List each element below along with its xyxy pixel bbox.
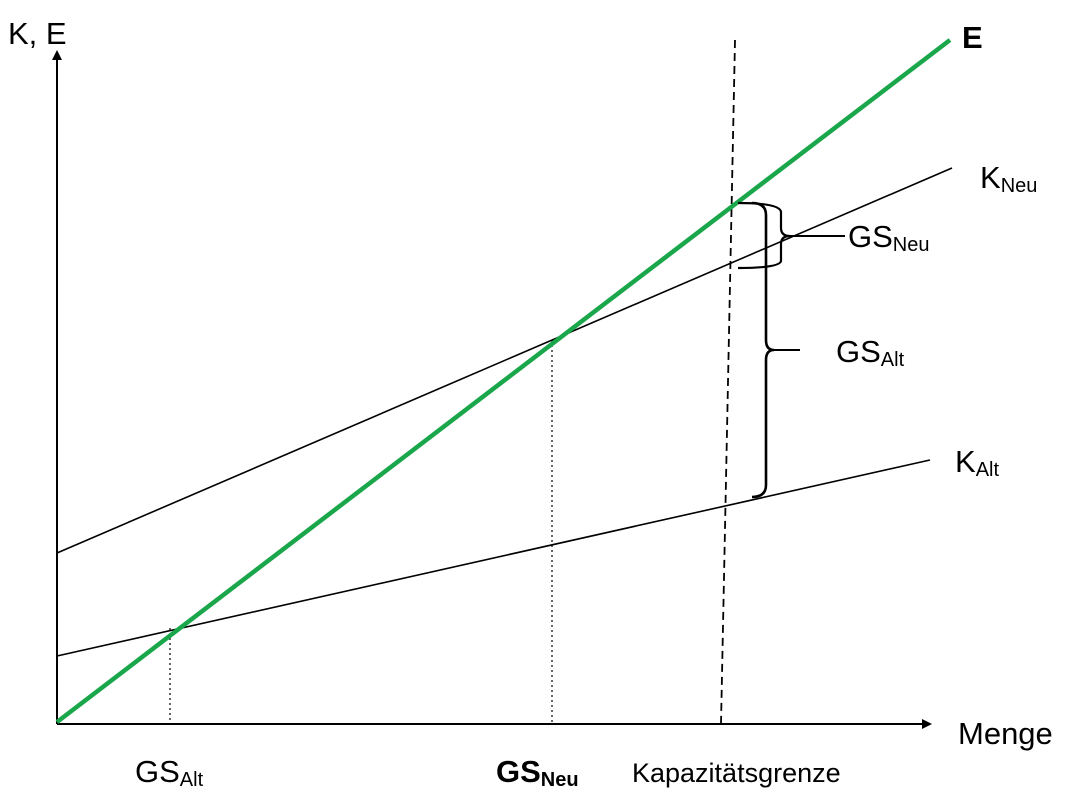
- capacity-limit-line: [720, 39, 736, 725]
- k-alt-label-main: K: [955, 444, 976, 479]
- k-neu-label-sub: Neu: [1001, 175, 1038, 197]
- y-axis-label: K, E: [8, 16, 67, 51]
- x-tick-gs-neu-main: GS: [496, 754, 541, 789]
- e-line-label: E: [962, 20, 983, 55]
- x-tick-capacity: Kapazitätsgrenze: [632, 758, 841, 788]
- x-tick-gs-neu: GSNeu: [496, 754, 579, 791]
- k-alt-line: [56, 459, 931, 657]
- k-alt-label: KAlt: [955, 444, 999, 481]
- gs-neu-brace-label-sub: Neu: [893, 234, 930, 256]
- k-neu-line: [56, 167, 953, 554]
- gs-alt-brace: [751, 201, 775, 499]
- x-axis-label: Menge: [958, 716, 1053, 751]
- x-tick-gs-alt-sub: Alt: [180, 769, 204, 791]
- gs-neu-brace-label-main: GS: [848, 219, 893, 254]
- e-line: [55, 38, 952, 724]
- gs-neu-brace: [737, 201, 791, 270]
- gs-neu-brace-label: GSNeu: [848, 219, 930, 256]
- x-tick-gs-alt-main: GS: [135, 754, 180, 789]
- gs-alt-brace-label: GSAlt: [836, 334, 905, 371]
- k-neu-label: KNeu: [980, 160, 1037, 197]
- x-tick-gs-alt: GSAlt: [135, 754, 204, 791]
- k-neu-label-main: K: [980, 160, 1001, 195]
- x-tick-gs-neu-sub: Neu: [541, 769, 579, 791]
- k-alt-label-sub: Alt: [976, 459, 1000, 481]
- gs-alt-brace-label-sub: Alt: [881, 349, 905, 371]
- gs-alt-brace-label-main: GS: [836, 334, 881, 369]
